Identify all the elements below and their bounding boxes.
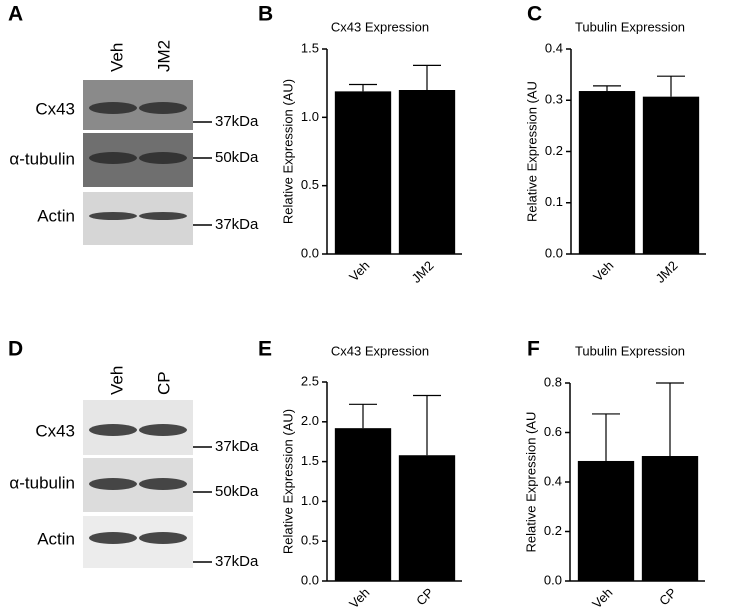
bar (577, 460, 635, 581)
blot-band (139, 152, 187, 164)
bar (578, 91, 636, 255)
bar (641, 456, 699, 581)
bar (334, 91, 392, 254)
marker-label: 37kDa (215, 216, 259, 233)
panel-label: B (258, 3, 273, 26)
row-label: α-tubulin (9, 473, 75, 492)
y-axis-label: Relative Expression (AU) (280, 79, 295, 224)
bar (398, 455, 456, 581)
y-tick-label: 0.8 (544, 374, 562, 389)
y-tick-label: 0.5 (301, 533, 319, 548)
y-tick-label: 0.5 (301, 177, 319, 192)
marker-label: 50kDa (215, 149, 259, 166)
blot-band (139, 102, 187, 114)
row-label: Actin (37, 529, 75, 548)
row-label: Cx43 (35, 99, 75, 118)
lane-label: CP (154, 371, 173, 395)
y-axis-label: Relative Expression (AU) (280, 409, 295, 554)
lane-label: Veh (107, 366, 126, 395)
x-tick-label: JM2 (653, 258, 681, 286)
lane-label: JM2 (154, 40, 173, 72)
y-tick-label: 0.4 (545, 40, 563, 55)
y-tick-label: 0.2 (545, 143, 563, 158)
lane-label: Veh (107, 43, 126, 72)
y-tick-label: 2.0 (301, 413, 319, 428)
blot-band (139, 532, 187, 544)
y-tick-label: 1.0 (301, 493, 319, 508)
x-tick-label: Veh (590, 258, 616, 284)
bar (642, 96, 700, 254)
y-tick-label: 2.5 (301, 373, 319, 388)
y-tick-label: 1.5 (301, 40, 319, 55)
blot-band (89, 478, 137, 490)
blot-band (139, 424, 187, 436)
panel-label: F (527, 338, 540, 361)
chart-title: Tubulin Expression (575, 19, 685, 34)
chart-title: Cx43 Expression (331, 19, 429, 34)
y-tick-label: 0.3 (545, 92, 563, 107)
blot-band (89, 102, 137, 114)
row-label: Cx43 (35, 421, 75, 440)
x-tick-label: Veh (346, 585, 372, 610)
y-tick-label: 0.2 (544, 523, 562, 538)
y-axis-label: Relative Expression (AU (523, 412, 538, 553)
x-tick-label: CP (413, 585, 436, 608)
y-tick-label: 0.0 (301, 245, 319, 260)
x-tick-label: Veh (346, 258, 372, 284)
row-label: Actin (37, 206, 75, 225)
marker-label: 37kDa (215, 438, 259, 455)
y-tick-label: 1.5 (301, 453, 319, 468)
panel-label: C (527, 3, 542, 26)
x-tick-label: JM2 (409, 258, 437, 286)
blot-band (89, 424, 137, 436)
panel-label: E (258, 338, 272, 361)
blot-band (139, 212, 187, 220)
blot-band (89, 212, 137, 220)
y-tick-label: 0.0 (545, 245, 563, 260)
marker-label: 37kDa (215, 113, 259, 130)
panel-label: A (8, 3, 23, 26)
chart-title: Cx43 Expression (331, 343, 429, 358)
y-tick-label: 0.6 (544, 424, 562, 439)
panel-label: D (8, 338, 23, 361)
bar (334, 428, 392, 581)
y-axis-label: Relative Expression (AU (524, 81, 539, 222)
marker-label: 37kDa (215, 553, 259, 570)
x-tick-label: Veh (589, 585, 615, 610)
bar (398, 90, 456, 254)
blot-band (139, 478, 187, 490)
y-tick-label: 0.0 (544, 572, 562, 587)
y-tick-label: 0.1 (545, 194, 563, 209)
x-tick-label: CP (656, 585, 679, 608)
row-label: α-tubulin (9, 149, 75, 168)
y-tick-label: 0.4 (544, 473, 562, 488)
blot-band (89, 152, 137, 164)
marker-label: 50kDa (215, 483, 259, 500)
y-tick-label: 0.0 (301, 572, 319, 587)
chart-title: Tubulin Expression (575, 343, 685, 358)
y-tick-label: 1.0 (301, 109, 319, 124)
blot-band (89, 532, 137, 544)
